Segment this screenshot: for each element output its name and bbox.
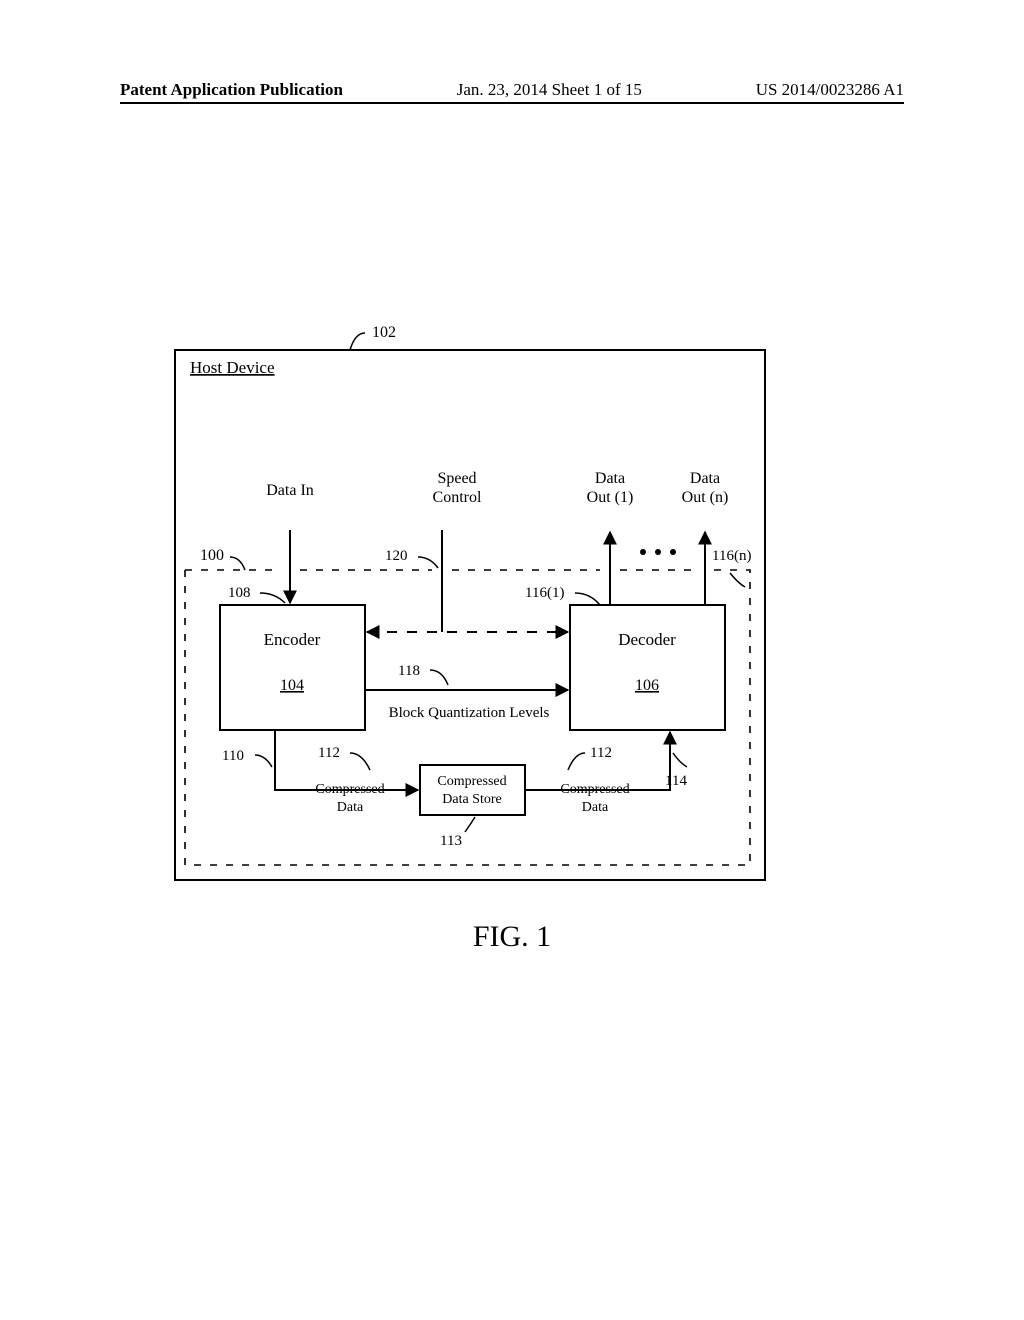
- header-center: Jan. 23, 2014 Sheet 1 of 15: [457, 80, 642, 100]
- store-box: [420, 765, 525, 815]
- ref-116-n: 116(n): [712, 548, 751, 564]
- label-comp-2a: Compressed: [560, 782, 629, 797]
- label-comp-2b: Data: [582, 800, 609, 815]
- ref-113: 113: [440, 833, 462, 849]
- ref-116-1: 116(1): [525, 585, 564, 601]
- ref-110: 110: [222, 748, 244, 764]
- ref-114: 114: [665, 773, 687, 789]
- diagram-svg: Host Device 102 100 Encoder 104 Decoder …: [170, 325, 770, 885]
- encoder-num: 104: [280, 677, 304, 694]
- label-comp-1a: Compressed: [315, 782, 384, 797]
- encoder-label: Encoder: [264, 630, 321, 649]
- host-device-label: Host Device: [190, 358, 275, 377]
- decoder-box: [570, 605, 725, 730]
- ref-112-l: 112: [318, 745, 340, 761]
- header-right: US 2014/0023286 A1: [756, 80, 904, 100]
- page-header: Patent Application Publication Jan. 23, …: [120, 80, 904, 104]
- ref-118: 118: [398, 663, 420, 679]
- ref-102: 102: [372, 324, 396, 341]
- dot-1: [640, 549, 646, 555]
- label-speed-1: Speed: [437, 470, 476, 487]
- label-bql: Block Quantization Levels: [389, 705, 550, 721]
- figure-1: Host Device 102 100 Encoder 104 Decoder …: [170, 325, 770, 885]
- label-out1-b: Out (1): [587, 489, 634, 506]
- label-outn-b: Out (n): [682, 489, 729, 506]
- ref-112-r: 112: [590, 745, 612, 761]
- ref-100: 100: [200, 547, 224, 564]
- store-label-2: Data Store: [442, 792, 501, 807]
- label-outn-a: Data: [690, 470, 720, 487]
- dot-2: [655, 549, 661, 555]
- encoder-box: [220, 605, 365, 730]
- label-out1-a: Data: [595, 470, 625, 487]
- store-label-1: Compressed: [437, 774, 506, 789]
- decoder-num: 106: [635, 677, 659, 694]
- leader-102: [350, 333, 365, 350]
- figure-caption: FIG. 1: [0, 920, 1024, 954]
- dot-3: [670, 549, 676, 555]
- label-speed-2: Control: [433, 489, 482, 506]
- header-left: Patent Application Publication: [120, 80, 343, 100]
- ref-120: 120: [385, 548, 408, 564]
- label-comp-1b: Data: [337, 800, 364, 815]
- label-data-in: Data In: [266, 482, 314, 499]
- decoder-label: Decoder: [618, 630, 676, 649]
- ref-108: 108: [228, 585, 251, 601]
